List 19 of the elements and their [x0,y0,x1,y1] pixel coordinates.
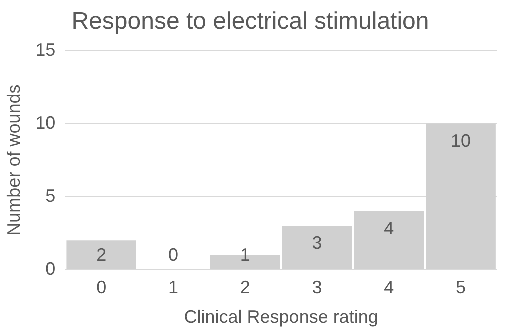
data-label: 1 [240,244,250,265]
x-axis-title: Clinical Response rating [184,307,378,328]
x-tick-label: 1 [168,278,178,298]
y-axis-title: Number of wounds [4,84,24,236]
data-label: 0 [168,244,178,265]
data-label: 4 [384,218,394,238]
x-tick-label: 4 [384,278,394,298]
x-tick-label: 0 [96,278,107,298]
chart-title: Response to electrical stimulation [72,8,430,36]
x-tick-label: 5 [456,278,466,298]
y-tick-label: 10 [36,112,56,133]
y-tick-label: 5 [46,186,56,206]
x-tick-label: 2 [240,278,250,298]
data-label: 10 [451,130,472,151]
y-tick-label: 0 [46,258,56,279]
x-tick-label: 3 [312,278,322,298]
data-label: 2 [96,244,107,265]
y-tick-label: 15 [36,40,56,60]
data-label: 3 [312,232,322,253]
